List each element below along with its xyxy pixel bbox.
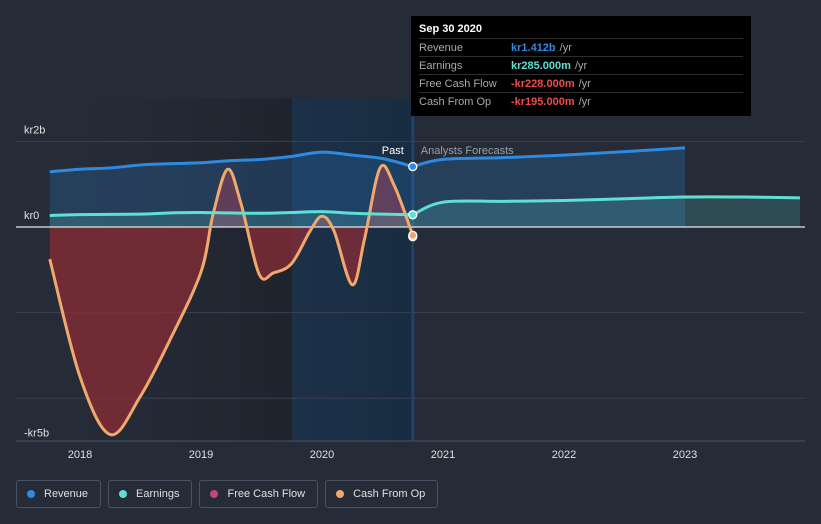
legend-item-earnings[interactable]: Earnings: [108, 480, 193, 508]
cash-from-op-line: [48, 163, 415, 437]
y-axis-label: -kr5b: [24, 427, 49, 439]
legend-item-cash-from-op[interactable]: Cash From Op: [325, 480, 439, 508]
legend-dot-icon: [210, 490, 219, 498]
legend-label: Revenue: [44, 488, 89, 500]
tooltip-row-free-cash-flow: Free Cash Flow -kr228.000m /yr: [419, 74, 743, 92]
legend-item-revenue[interactable]: Revenue: [16, 480, 102, 508]
tooltip: Sep 30 2020 Revenue kr1.412b /yr Earning…: [411, 16, 751, 116]
earnings-area: [49, 196, 800, 227]
tooltip-row-cash-from-op: Cash From Op -kr195.000m /yr: [419, 92, 743, 110]
tooltip-row-revenue: Revenue kr1.412b /yr: [419, 38, 743, 56]
tooltip-unit: /yr: [574, 59, 588, 72]
x-tick-label: 2021: [431, 449, 455, 461]
tooltip-date: Sep 30 2020: [419, 23, 482, 35]
x-tick-label: 2023: [673, 449, 697, 461]
tooltip-value: kr285.000m: [511, 59, 571, 72]
tooltip-value: -kr228.000m: [511, 77, 575, 90]
tooltip-label: Revenue: [419, 41, 464, 54]
revenue-area: [49, 147, 685, 227]
tooltip-label: Free Cash Flow: [419, 77, 497, 90]
revenue-line-past: [49, 150, 414, 174]
x-tick-label: 2020: [310, 449, 334, 461]
tooltip-unit: /yr: [578, 95, 591, 108]
earnings-marker: [408, 210, 418, 220]
tooltip-unit: /yr: [578, 77, 591, 90]
y-axis-label: kr2b: [24, 124, 45, 136]
legend-label: Cash From Op: [353, 488, 426, 500]
x-tick-label: 2022: [552, 449, 576, 461]
legend-label: Earnings: [136, 488, 180, 500]
earnings-line-past: [49, 210, 413, 217]
revenue-line-forecast: [412, 146, 686, 169]
tooltip-value: -kr195.000m: [511, 95, 575, 108]
tooltip-row-earnings: Earnings kr285.000m /yr: [419, 56, 743, 74]
tooltip-unit: /yr: [559, 41, 572, 54]
legend-item-free-cash-flow[interactable]: Free Cash Flow: [199, 480, 319, 508]
tooltip-label: Cash From Op: [419, 95, 492, 108]
revenue-marker: [408, 161, 418, 172]
earnings-line-forecast: [412, 195, 800, 217]
legend-dot-icon: [336, 490, 345, 498]
legend: Revenue Earnings Free Cash Flow Cash Fro…: [16, 480, 439, 508]
tooltip-label: Earnings: [419, 59, 463, 72]
cash-from-op-area: [49, 165, 413, 435]
forecast-label: Analysts Forecasts: [421, 145, 514, 157]
cash-from-op-marker: [408, 230, 418, 240]
legend-label: Free Cash Flow: [227, 488, 306, 500]
tooltip-value: kr1.412b: [511, 41, 556, 54]
legend-dot-icon: [119, 490, 128, 498]
y-axis-label: kr0: [24, 210, 39, 222]
legend-dot-icon: [27, 490, 35, 498]
x-tick-label: 2018: [68, 449, 92, 461]
x-tick-label: 2019: [189, 449, 213, 461]
past-label: Past: [382, 145, 404, 157]
